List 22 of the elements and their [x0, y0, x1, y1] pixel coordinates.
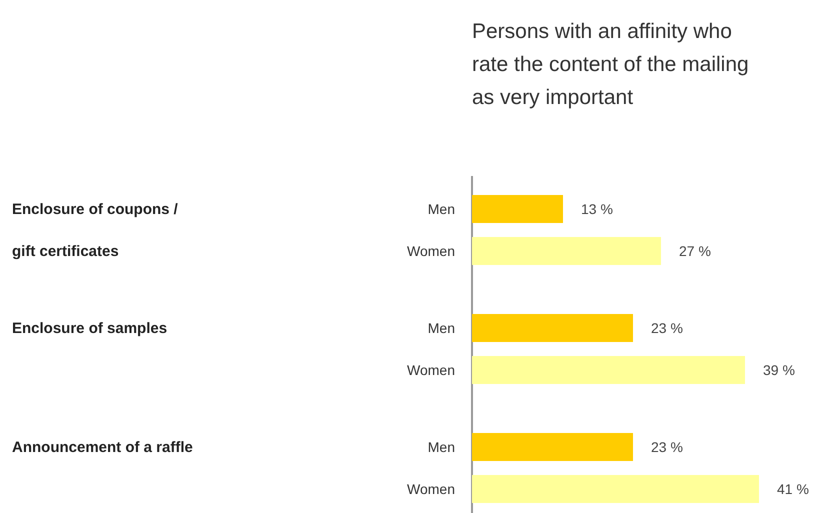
data-label: 39 % [763, 362, 795, 378]
bar [472, 314, 633, 342]
y-tick-label: Announcement of a raffle [12, 439, 193, 456]
data-label: 27 % [679, 243, 711, 259]
series-label: Men [428, 201, 455, 217]
data-label: 13 % [581, 201, 613, 217]
text: Women [407, 362, 455, 378]
chart-title: Persons with an affinity who rate the content of the mailing as very important [472, 20, 749, 109]
bar [472, 237, 661, 265]
bar [472, 433, 633, 461]
text: Men [428, 439, 455, 455]
bar [472, 356, 745, 384]
data-label: 23 % [651, 439, 683, 455]
series-label: Women [407, 243, 455, 259]
text: Men [428, 320, 455, 336]
y-tick-label: Enclosure of samples [12, 320, 168, 337]
text: Women [407, 481, 455, 497]
data-label: 41 % [777, 481, 809, 497]
bar [472, 195, 563, 223]
category-label: Enclosure of coupons / gift certificates [12, 201, 178, 260]
data-label: 23 % [651, 320, 683, 336]
bar [472, 475, 759, 503]
